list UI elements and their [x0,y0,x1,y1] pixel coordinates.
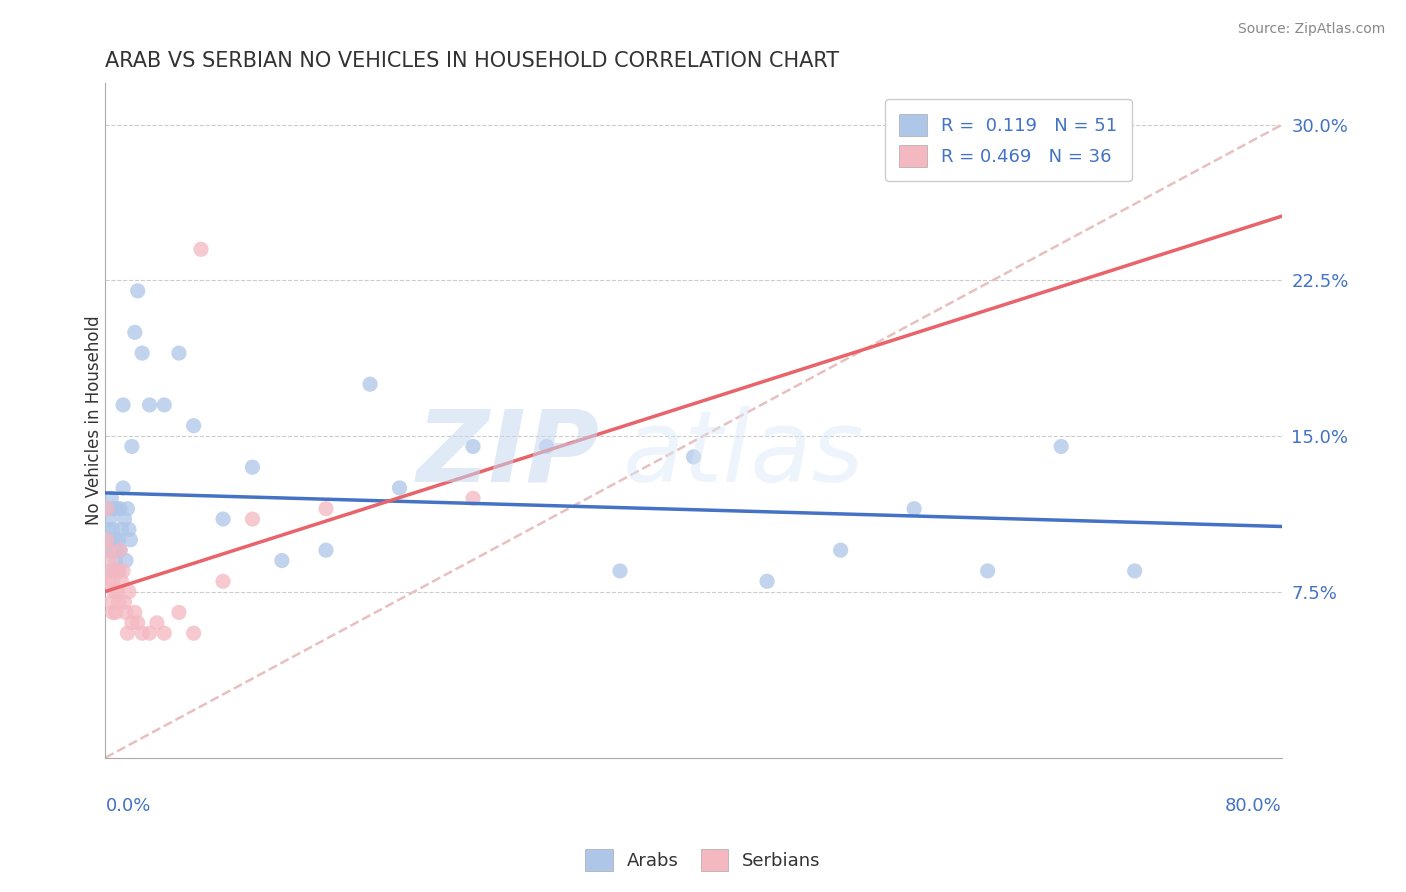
Point [98,533,121,547]
Point [388,481,411,495]
Point [212,574,235,589]
Point [1050,439,1073,453]
Point [167,346,190,360]
Point [117,626,139,640]
Point [536,439,558,453]
Point [146,615,169,630]
Point [830,543,852,558]
Point [114,595,136,609]
Point [1123,564,1146,578]
Point [101,606,124,620]
Point [96,501,118,516]
Point [461,439,484,453]
Point [609,564,631,578]
Point [107,595,129,609]
Text: Source: ZipAtlas.com: Source: ZipAtlas.com [1237,22,1385,37]
Point [98,564,121,578]
Point [112,481,135,495]
Point [138,398,160,412]
Point [100,543,122,558]
Point [167,606,190,620]
Point [97,574,120,589]
Point [131,626,153,640]
Point [359,377,381,392]
Point [105,501,128,516]
Point [121,615,143,630]
Point [98,512,121,526]
Point [97,523,120,537]
Point [270,553,292,567]
Point [96,543,118,558]
Point [127,284,149,298]
Point [105,543,128,558]
Point [153,626,176,640]
Text: ZIP: ZIP [416,406,599,503]
Point [190,243,212,257]
Text: atlas: atlas [623,406,865,503]
Point [108,501,131,516]
Point [107,533,129,547]
Legend: Arabs, Serbians: Arabs, Serbians [578,842,828,879]
Y-axis label: No Vehicles in Household: No Vehicles in Household [86,316,103,525]
Point [976,564,998,578]
Point [461,491,484,506]
Point [131,346,153,360]
Point [682,450,704,464]
Text: ARAB VS SERBIAN NO VEHICLES IN HOUSEHOLD CORRELATION CHART: ARAB VS SERBIAN NO VEHICLES IN HOUSEHOLD… [105,51,839,70]
Point [100,491,122,506]
Point [101,574,124,589]
Point [103,584,125,599]
Point [315,501,337,516]
Point [110,523,132,537]
Point [756,574,779,589]
Point [121,439,143,453]
Point [112,398,135,412]
Point [108,543,131,558]
Point [117,501,139,516]
Point [118,523,141,537]
Point [212,512,235,526]
Legend: R =  0.119   N = 51, R = 0.469   N = 36: R = 0.119 N = 51, R = 0.469 N = 36 [884,99,1132,181]
Point [108,543,131,558]
Point [100,595,122,609]
Point [104,606,127,620]
Point [115,606,138,620]
Point [110,574,132,589]
Point [112,564,135,578]
Point [183,418,205,433]
Point [103,501,125,516]
Point [183,626,205,640]
Point [153,398,176,412]
Text: 80.0%: 80.0% [1225,797,1282,814]
Point [242,512,264,526]
Point [100,553,122,567]
Point [97,543,120,558]
Point [138,626,160,640]
Point [114,512,136,526]
Point [104,564,127,578]
Point [120,533,142,547]
Point [107,564,129,578]
Point [315,543,337,558]
Text: 0.0%: 0.0% [105,797,150,814]
Point [101,564,124,578]
Point [101,523,124,537]
Point [115,553,138,567]
Point [903,501,925,516]
Point [103,543,125,558]
Point [127,615,149,630]
Point [104,533,127,547]
Point [96,533,118,547]
Point [107,564,129,578]
Point [124,606,146,620]
Point [105,584,128,599]
Point [124,326,146,340]
Point [104,553,127,567]
Point [96,501,118,516]
Point [242,460,264,475]
Point [118,584,141,599]
